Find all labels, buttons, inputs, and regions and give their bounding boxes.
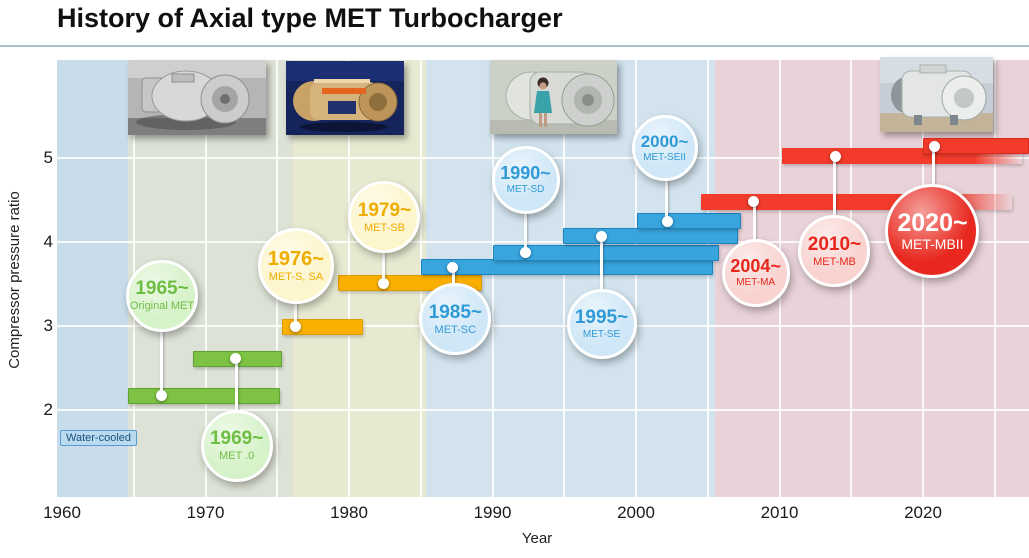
callout-met-sb: 1979~ MET-SB [348,181,421,254]
callout-dot-met-mbii [928,140,940,152]
x-tick-1970: 1970 [186,503,225,522]
callout-year-label: 1995~ [574,307,629,329]
callout-stem-met-mb [833,156,837,252]
vgrid-1970 [204,60,207,497]
callout-dot-met-seii [662,215,674,227]
photo-met-mbii-workshop-image [880,57,993,132]
callout-stem-met-ma [753,201,757,273]
callout-year-label: 2004~ [730,256,781,277]
water-cooled-label: Water-cooled [60,430,138,446]
photo-met-mbii-workshop [880,57,993,132]
callout-model-label: MET-S, SA [268,270,324,283]
callout-model-label: Original MET [129,300,195,313]
y-tick-3: 3 [43,316,53,335]
hgrid-3 [57,325,1029,327]
callout-model-label: MET-SEII [643,151,686,163]
y-tick-5: 5 [43,148,53,167]
vgrid-1995 [563,60,566,497]
callout-model-label: MET-SE [582,329,621,341]
callout-dot-met-se [596,230,608,242]
callout-stem-met-sd [524,179,527,253]
bar-met-sc [420,259,714,276]
callout-dot-met-mb [829,150,841,162]
callout-model-label: MET-MBII [901,236,964,253]
callout-met-se: 1995~ MET-SE [566,289,637,360]
callout-met-mbii: 2020~ MET-MBII [885,184,980,279]
photo-early-met-bw [128,60,266,135]
callout-met-ma: 2004~ MET-MA [721,238,790,307]
callout-year-label: 2010~ [807,233,862,255]
y-tick-4: 4 [43,232,53,251]
callout-year-label: 1979~ [357,199,412,221]
vgrid-1990 [491,60,494,497]
photo-met-cutaway-color [286,61,404,135]
callout-met-sd: 1990~ MET-SD [491,145,560,214]
bar-met-sd [492,244,720,261]
photo-woman-with-turbocharger [490,60,617,134]
callout-dot-met-s-sa [290,321,302,333]
callout-met-s-sa: 1976~ MET-S, SA [257,227,334,304]
callout-year-label: 1965~ [135,278,189,300]
bar-met-s-sa [281,318,364,335]
callout-met-mb: 2010~ MET-MB [798,215,871,288]
y-tick-2: 2 [43,400,53,419]
callout-met-0: 1969~ MET .0 [200,409,273,482]
callout-year-label: 1985~ [428,301,482,323]
y-axis-title: Compressor pressure ratio [6,191,23,369]
vgrid-2025 [993,60,996,497]
photo-met-cutaway-image [286,61,404,135]
callout-dot-original-met [155,390,167,402]
era-band-0 [57,60,128,497]
x-tick-1960: 1960 [43,503,81,522]
callout-model-label: MET-SC [434,323,477,336]
hgrid-4 [57,241,1029,243]
callout-stem-original-met [160,295,163,396]
callout-dot-met-sc [446,261,458,273]
callout-dot-met-ma [748,196,760,208]
callout-dot-met-sb [377,277,389,289]
callout-met-seii: 2000~ MET-SEII [631,115,698,181]
callout-year-label: 1976~ [267,247,324,270]
callout-model-label: MET-MA [736,277,776,289]
callout-original-met: 1965~ Original MET [126,259,198,332]
callout-stem-met-se [600,236,604,325]
vgrid-2020 [922,60,924,497]
bar-met-se [562,228,738,245]
vgrid-2005 [706,60,709,497]
x-axis-title: Year [521,530,553,547]
page-title: History of Axial type MET Turbocharger [57,3,563,33]
callout-year-label: 2020~ [897,208,968,237]
bar-original-met [128,387,281,404]
x-tick-2010: 2010 [760,503,799,522]
callout-dot-met-sd [520,247,531,259]
bar-met-seii [637,213,741,229]
callout-met-sc: 1985~ MET-SC [419,283,492,356]
callout-dot-met-0 [230,353,242,365]
callout-model-label: MET-MB [813,255,856,268]
vgrid-2000 [635,60,637,497]
x-tick-1990: 1990 [473,503,512,522]
x-tick-2020: 2020 [904,503,942,522]
callout-model-label: MET-SD [506,184,545,196]
title-underline [0,45,1029,47]
callout-year-label: 2000~ [640,132,689,152]
photo-early-met-bw-image [128,60,266,135]
callout-model-label: MET-SB [363,221,405,234]
callout-stem-met-seii [664,148,668,221]
x-tick-1980: 1980 [330,503,368,522]
hgrid-2 [57,409,1029,411]
callout-model-label: MET .0 [218,450,255,463]
photo-woman-with-turbocharger-image [490,60,617,134]
callout-year-label: 1990~ [500,163,551,184]
x-tick-2000: 2000 [617,503,655,522]
callout-year-label: 1969~ [209,428,264,450]
callout-stem-met-0 [234,358,238,446]
